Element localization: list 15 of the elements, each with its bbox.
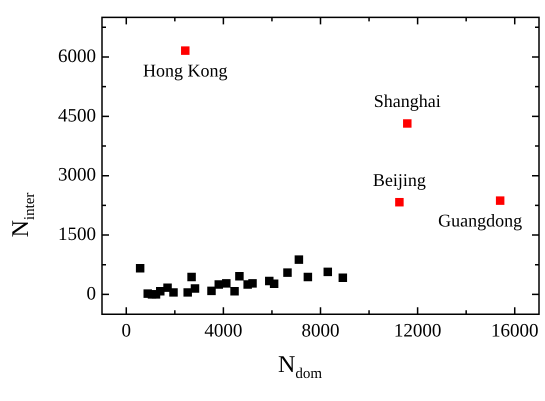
x-tick-label: 12000 [394, 320, 442, 342]
annotation: Guangdong [438, 210, 522, 230]
y-tick-label: 6000 [58, 46, 96, 67]
y-tick-label: 3000 [58, 164, 96, 186]
x-axis-title: N$_{dom}$ [278, 352, 322, 383]
annotation: Beijing [372, 170, 426, 190]
annotation: Hong Kong [143, 60, 228, 80]
y-tick-label: 1500 [58, 224, 96, 246]
x-tick-label: 4000 [204, 320, 242, 342]
annotation: Shanghai [374, 91, 441, 112]
x-tick-label: 8000 [302, 320, 340, 342]
y-tick-label: 0 [86, 283, 96, 304]
y-tick-label: 4500 [58, 105, 96, 126]
x-tick-label: 16000 [490, 320, 538, 342]
x-tick-label: 0 [122, 320, 132, 342]
